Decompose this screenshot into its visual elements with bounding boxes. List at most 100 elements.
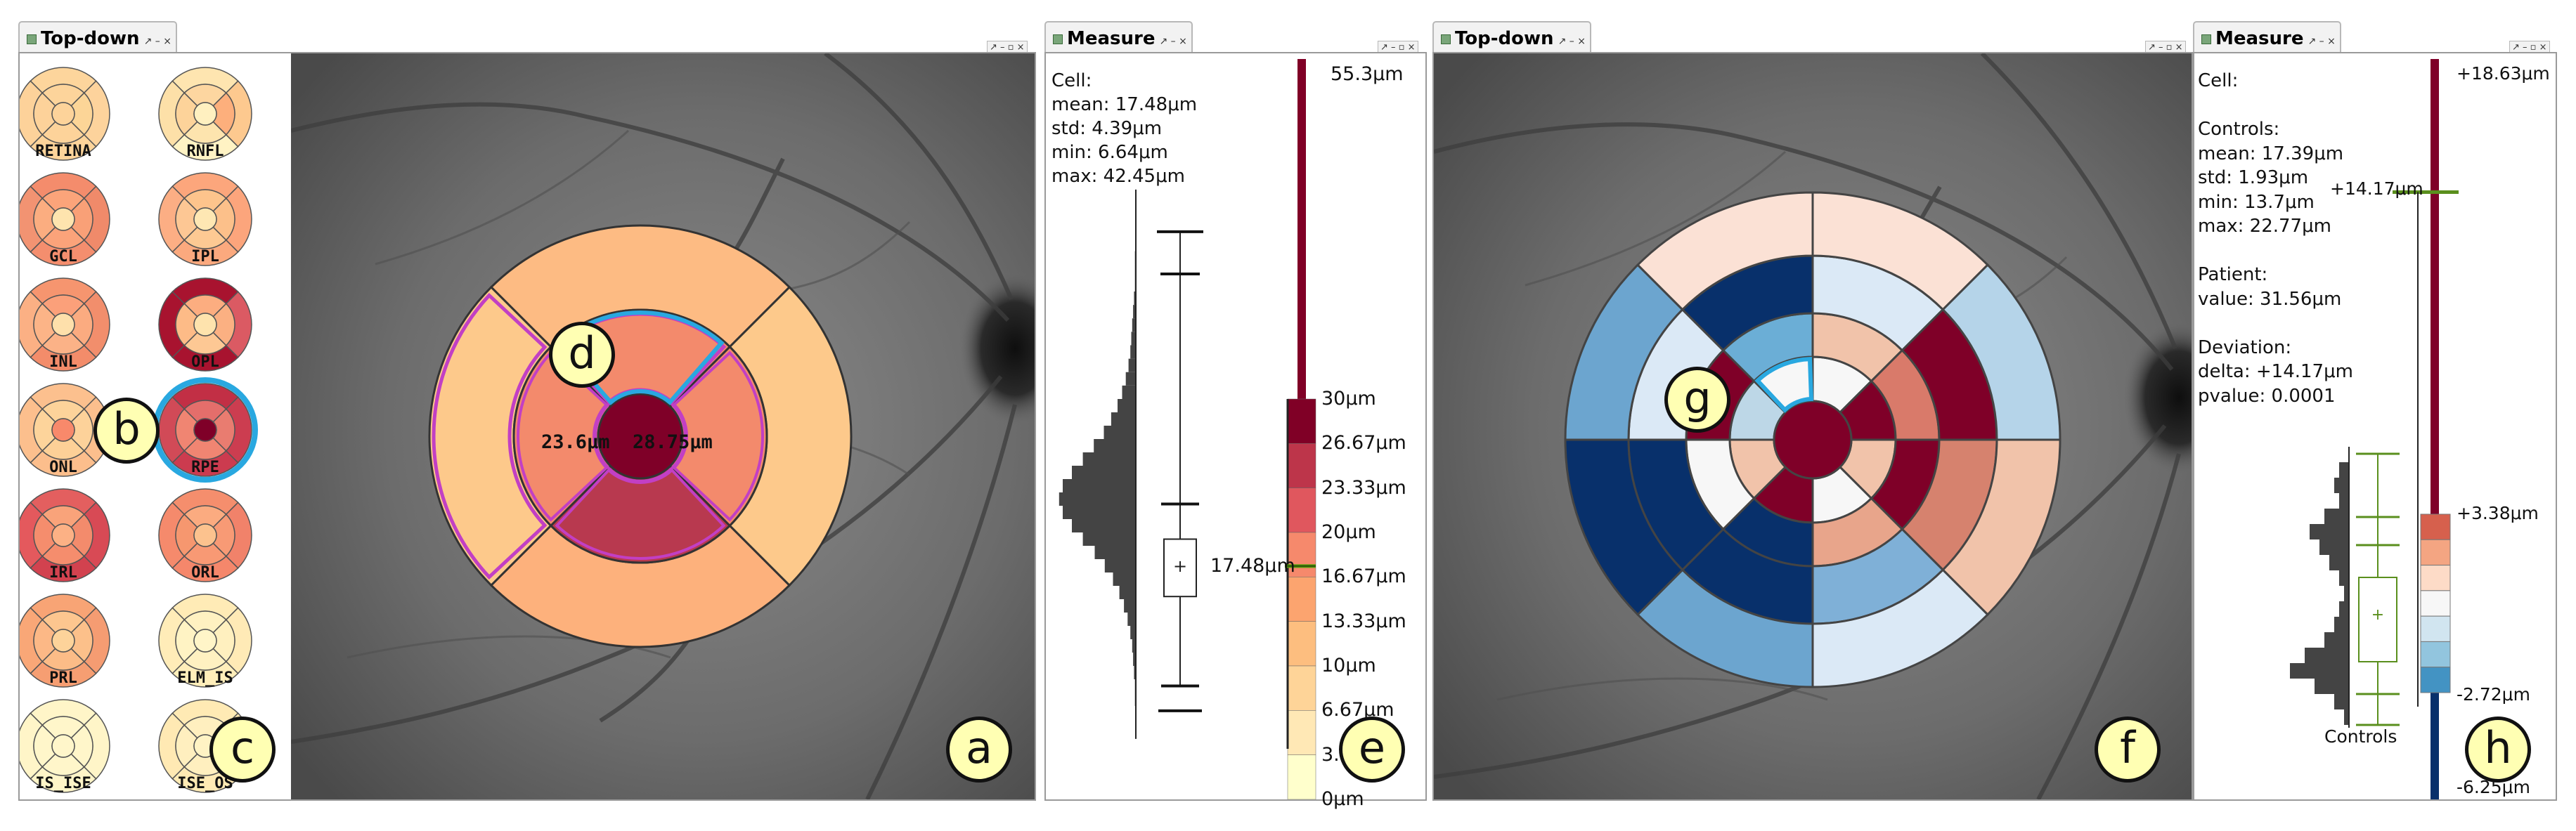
- stat-line: min: 6.64μm: [1051, 142, 1168, 163]
- center-sector: [51, 523, 75, 547]
- label-b: b: [93, 398, 160, 464]
- histogram-bar: [2290, 663, 2349, 679]
- range-bar: [1297, 59, 1306, 399]
- selected-sector-outline: [556, 310, 725, 405]
- stat-line: mean: 17.48μm: [1051, 94, 1198, 115]
- histogram-bar: [1132, 318, 1136, 332]
- tab-controls[interactable]: ↗ – ×: [143, 36, 171, 47]
- positive-range-bar: [2431, 59, 2439, 514]
- layer-thumbnail[interactable]: GCL: [20, 172, 110, 266]
- histogram-bar: [1130, 626, 1136, 639]
- view-icon: [1441, 34, 1451, 44]
- center-sector: [597, 393, 684, 480]
- layer-thumbnail[interactable]: ORL: [158, 488, 252, 582]
- layer-thumbnail[interactable]: OPL: [158, 277, 252, 372]
- layer-name: ORL: [191, 564, 219, 582]
- tab-topdown-left[interactable]: Top-down ↗ – ×: [18, 21, 177, 53]
- thickness-distribution-plot[interactable]: +: [1046, 53, 1425, 799]
- histogram-bar: [2310, 524, 2349, 539]
- scale-max-label: +18.63μm: [2457, 63, 2550, 84]
- stat-line: value: 31.56μm: [2198, 288, 2342, 310]
- deviation-sector: [1636, 191, 1814, 311]
- tab-measure-right[interactable]: Measure ↗ – ×: [2193, 21, 2341, 53]
- macular-thickness-map[interactable]: [291, 53, 1035, 799]
- histogram-bar: [1133, 653, 1136, 666]
- histogram-bar: [2334, 478, 2349, 493]
- layer-name: IRL: [49, 564, 77, 582]
- histogram-bar: [2334, 694, 2349, 709]
- center-sector: [51, 102, 75, 126]
- lower-threshold-label: -2.72μm: [2457, 684, 2530, 705]
- histogram-bar: [1111, 412, 1136, 426]
- histogram-bar: [2319, 539, 2349, 555]
- histogram-bar: [1127, 613, 1136, 626]
- center-sector: [51, 418, 75, 442]
- histogram-bar: [2344, 709, 2349, 725]
- center-sector: [193, 313, 217, 336]
- histogram-bar: [2324, 509, 2349, 524]
- center-sector: [193, 207, 217, 231]
- tab-topdown-right[interactable]: Top-down ↗ – ×: [1432, 21, 1591, 53]
- center-sector: [193, 523, 217, 547]
- layer-thumbnail[interactable]: RPE: [153, 377, 258, 483]
- layer-thumbnail[interactable]: ELM_IS: [158, 594, 252, 688]
- layer-thumbnail[interactable]: RETINA: [20, 67, 110, 161]
- layer-thumbnail[interactable]: PRL: [20, 594, 110, 688]
- histogram-bar: [2339, 462, 2349, 478]
- deviation-distribution-plot[interactable]: +: [2194, 53, 2556, 799]
- fundus-image-right: g f: [1434, 53, 2192, 799]
- tab-controls[interactable]: ↗ – ×: [2308, 36, 2336, 47]
- label-d: d: [549, 322, 615, 388]
- layer-name: GCL: [49, 248, 77, 266]
- label-h: h: [2465, 717, 2531, 783]
- layer-thumbnail[interactable]: ONL: [20, 383, 110, 477]
- scale-tick-label: 10μm: [1321, 655, 1376, 676]
- histogram-bar: [1094, 546, 1136, 559]
- scale-tick-label: 20μm: [1321, 521, 1376, 543]
- tab-measure-left[interactable]: Measure ↗ – ×: [1044, 21, 1193, 53]
- scale-tick-label: 13.33μm: [1321, 610, 1406, 632]
- histogram-bar: [1072, 466, 1136, 479]
- color-bin: [2420, 667, 2451, 693]
- tab-controls[interactable]: ↗ – ×: [1558, 36, 1586, 47]
- layer-name: RETINA: [35, 143, 91, 160]
- center-sector: [51, 313, 75, 336]
- stat-line: Patient:: [2198, 264, 2268, 285]
- layer-thumbnail[interactable]: IPL: [158, 172, 252, 266]
- deviation-map[interactable]: [1434, 53, 2192, 799]
- layer-thumbnail[interactable]: IS_ISE: [20, 699, 110, 793]
- stat-line: Cell:: [2198, 70, 2239, 91]
- label-g: g: [1664, 367, 1730, 433]
- label-f: f: [2095, 717, 2161, 783]
- scale-tick-label: 26.67μm: [1321, 432, 1406, 454]
- color-bin: [1287, 621, 1316, 667]
- histogram-bar: [1063, 506, 1136, 519]
- layer-name: ONL: [49, 459, 77, 476]
- layer-thumbnail[interactable]: IRL: [20, 488, 110, 582]
- window-controls[interactable]: ↗ – ▫ ×: [987, 41, 1028, 55]
- histogram-bar: [1082, 452, 1136, 466]
- label-a: a: [946, 717, 1012, 783]
- stat-line: delta: +14.17μm: [2198, 361, 2353, 382]
- layer-name: IS_ISE: [35, 775, 91, 792]
- histogram-bar: [1133, 305, 1136, 319]
- negative-range-bar: [2431, 693, 2439, 799]
- color-bin: [2420, 539, 2451, 566]
- histogram-bar: [1130, 345, 1136, 359]
- color-bin: [1287, 665, 1316, 711]
- histogram-bar: [1119, 586, 1136, 599]
- stat-line: mean: 17.39μm: [2198, 143, 2344, 164]
- window-controls[interactable]: ↗ – ▫ ×: [1378, 41, 1418, 55]
- selected-sector-outline: [1754, 356, 1814, 413]
- layer-thumbnail[interactable]: INL: [20, 277, 110, 372]
- histogram-bar: [1118, 399, 1136, 412]
- histogram-bar: [2315, 679, 2349, 694]
- layer-thumbnail[interactable]: RNFL: [158, 67, 252, 161]
- color-bin: [1287, 710, 1316, 755]
- color-bin: [2420, 615, 2451, 642]
- histogram-bar: [1103, 426, 1136, 439]
- center-sector: [193, 418, 217, 442]
- histogram-bar: [1124, 599, 1136, 613]
- tab-controls[interactable]: ↗ – ×: [1159, 36, 1187, 47]
- controls-mean-plus: +: [2371, 606, 2384, 624]
